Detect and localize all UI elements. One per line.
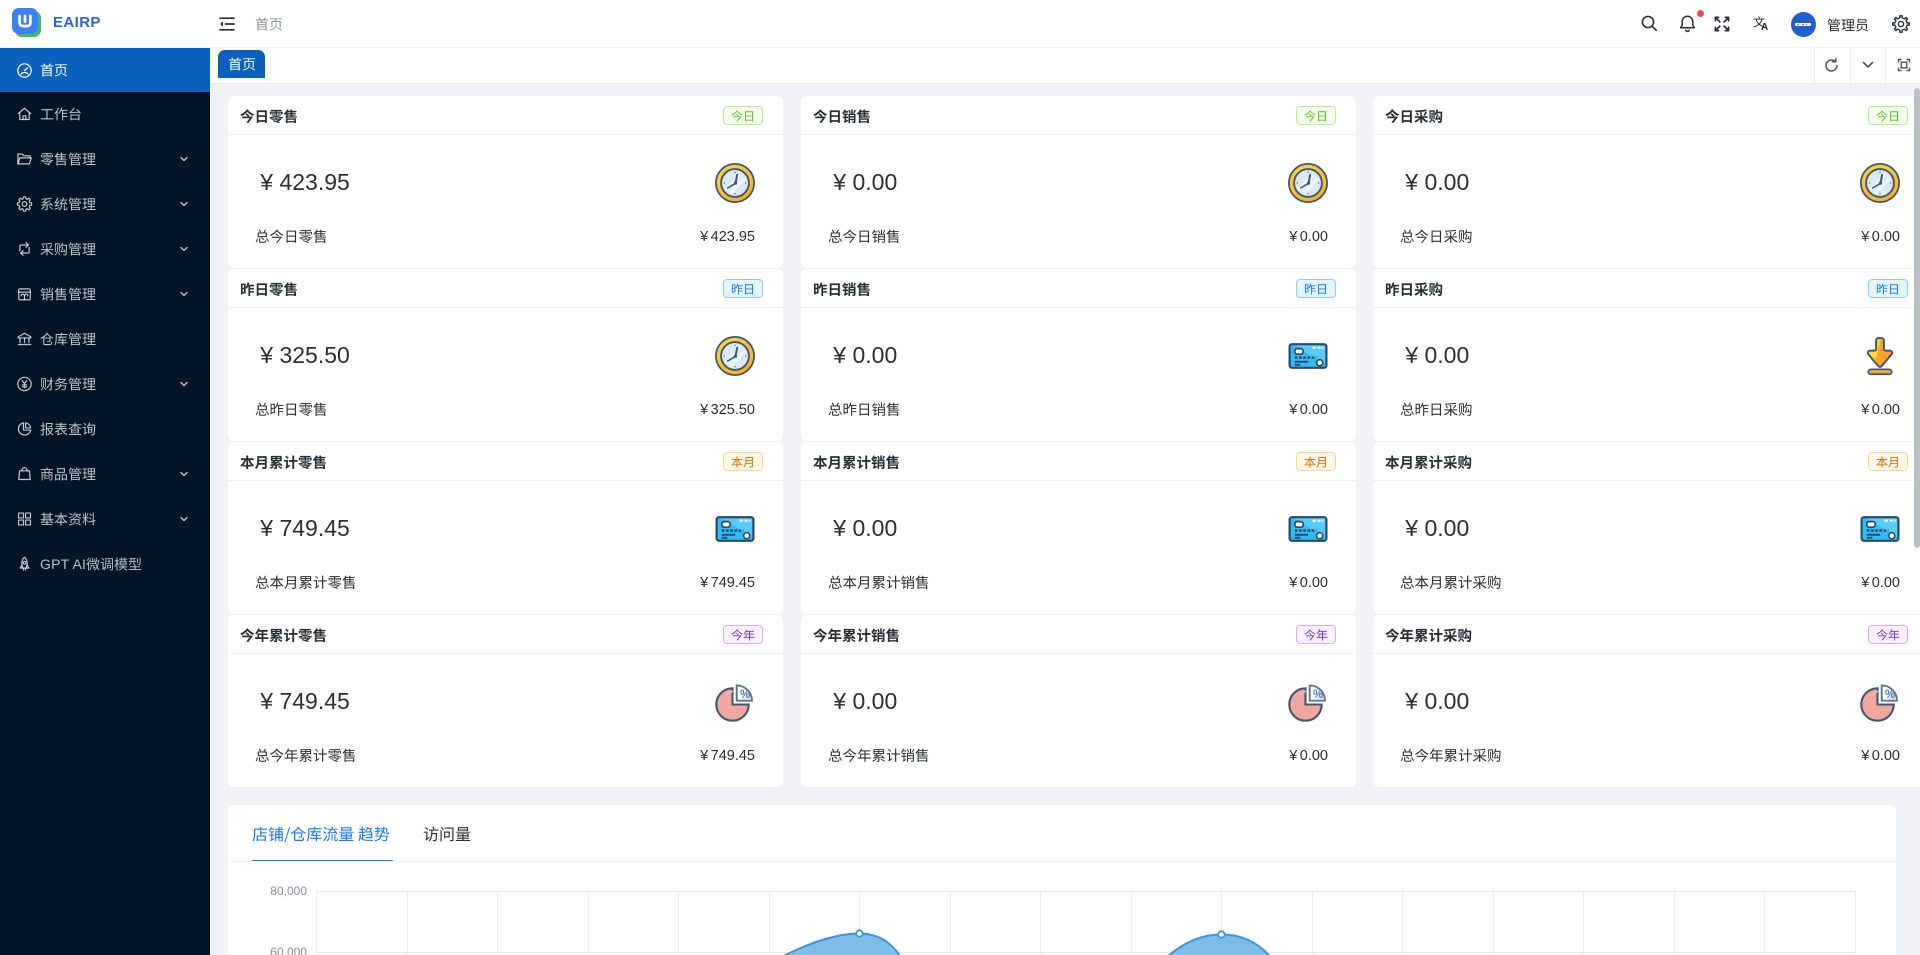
- svg-text:%: %: [740, 688, 750, 700]
- svg-text:%: %: [1885, 688, 1895, 700]
- svg-text:%: %: [1313, 688, 1323, 700]
